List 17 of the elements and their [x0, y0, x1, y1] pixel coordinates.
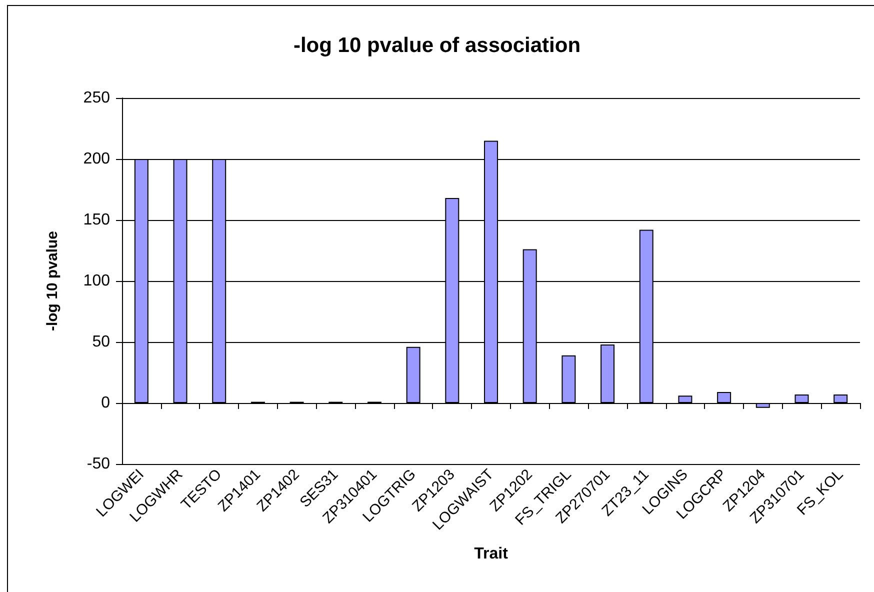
bar: [756, 403, 770, 408]
chart-title: -log 10 pvalue of association: [293, 34, 581, 57]
y-tick-label: 50: [92, 334, 110, 350]
y-tick-label: 0: [101, 394, 110, 412]
y-tick-label: -50: [86, 456, 110, 472]
y-axis-title: -log 10 pvalue: [44, 230, 61, 332]
y-tick-label: 100: [83, 272, 110, 290]
y-tick-label: 250: [83, 90, 110, 106]
bar: [562, 355, 576, 403]
x-axis-title: Trait: [474, 546, 509, 562]
bar: [794, 394, 809, 403]
bar: [717, 392, 732, 403]
y-tick-label: 200: [83, 150, 110, 168]
bar: [834, 394, 848, 403]
bar: [678, 396, 692, 403]
bar: [406, 346, 420, 403]
y-tick-label: 150: [83, 212, 110, 228]
